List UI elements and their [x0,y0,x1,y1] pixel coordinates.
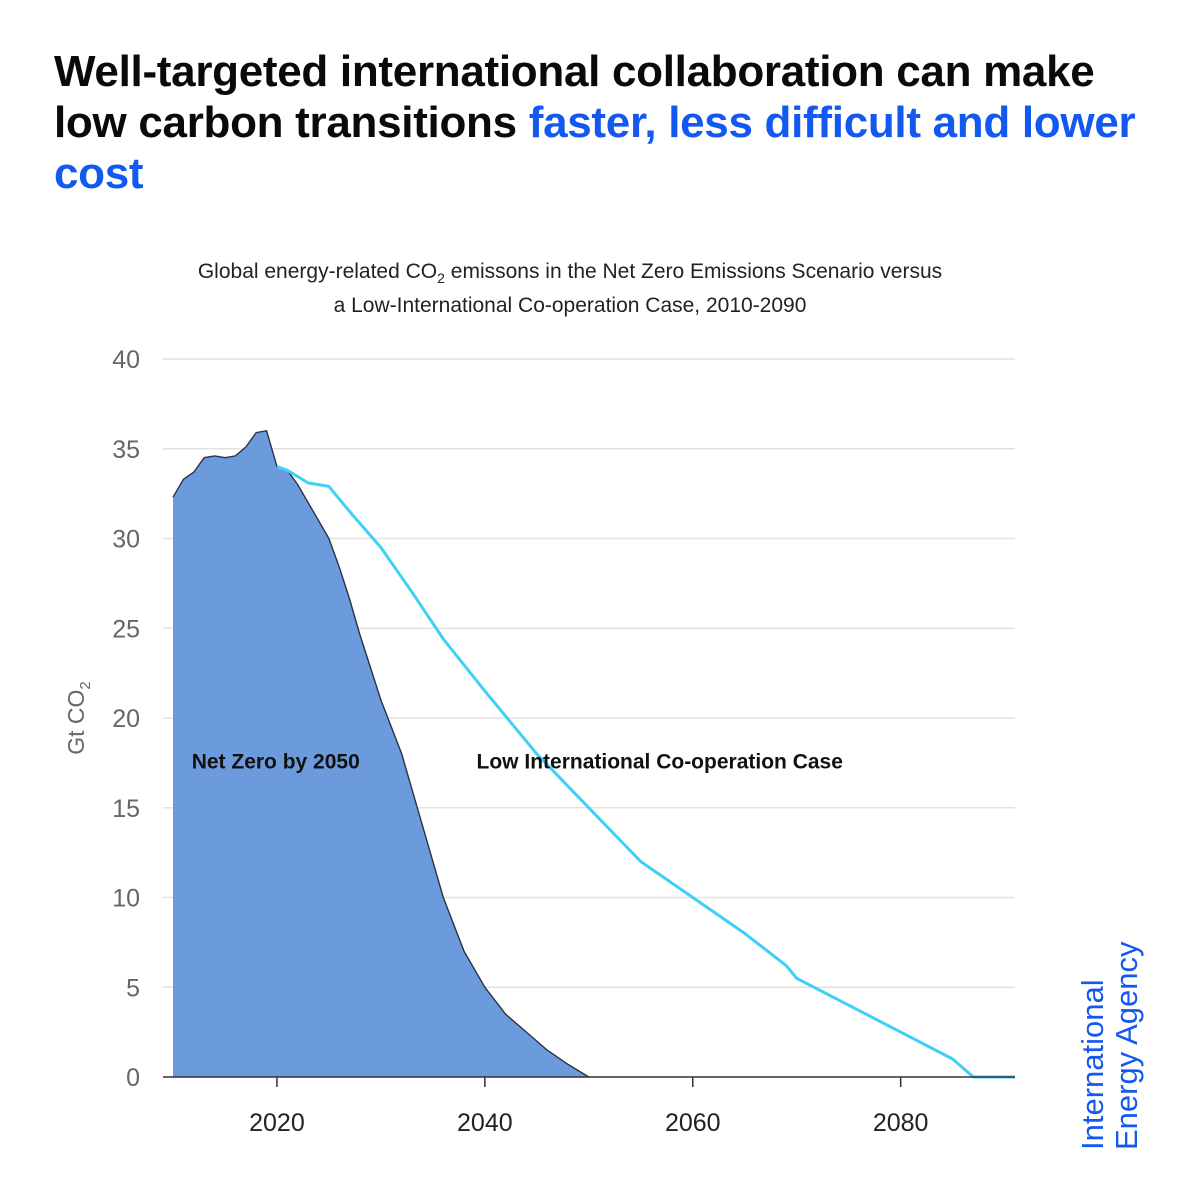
y-tick-label-35: 35 [112,436,140,464]
axes [163,1076,1015,1087]
headline-main-text: Well-targeted international collaboratio… [54,47,1095,147]
y-axis-label-main: Gt CO [63,690,89,755]
y-tick-label-40: 40 [112,346,140,374]
y-tick-label-30: 30 [112,526,140,554]
y-tick-label-10: 10 [112,885,140,913]
y-tick-labels: 0 5 10 15 20 25 30 35 40 [112,346,140,1092]
headline: Well-targeted international collaboratio… [54,46,1154,199]
x-tick-label-2080: 2080 [873,1109,929,1137]
chart-title-part1: Global energy-related CO [197,260,438,283]
net-zero-label: Net Zero by 2050 [192,750,360,773]
series [172,430,1015,1079]
iea-logo: International Energy Agency [1075,910,1144,1150]
y-tick-label-0: 0 [126,1064,140,1092]
y-tick-label-5: 5 [126,974,140,1002]
low-cooperation-line [276,465,1015,1079]
annotations: Net Zero by 2050 Low International Co-ope… [192,750,843,773]
net-zero-area [173,430,589,1077]
chart-title-part2: emissons in the Net Zero Emissions Scena… [444,260,943,283]
iea-logo-line2: Energy Agency [1109,941,1144,1150]
chart-title: Global energy-related CO2 emissons in th… [60,258,1080,320]
low-cooperation-label: Low International Co-operation Case [477,750,843,773]
net-zero-outline [172,430,590,1078]
x-tick-labels: 2020 2040 2060 2080 [249,1109,928,1137]
y-axis-label-sub: 2 [77,681,94,689]
x-tick-label-2020: 2020 [249,1109,305,1137]
x-tick-label-2040: 2040 [457,1109,513,1137]
y-tick-label-20: 20 [112,705,140,733]
y-axis-label: Gt CO2 [63,681,94,755]
chart-title-line2: a Low-International Co-operation Case, 2… [333,294,807,318]
x-tick-label-2060: 2060 [665,1109,721,1137]
headline-highlight-text: faster, less difficult and lower cost [54,98,1136,198]
chart-title-subscript: 2 [437,270,445,287]
y-tick-label-15: 15 [112,795,140,823]
iea-logo-line1: International [1075,979,1110,1150]
y-tick-label-25: 25 [112,615,140,643]
